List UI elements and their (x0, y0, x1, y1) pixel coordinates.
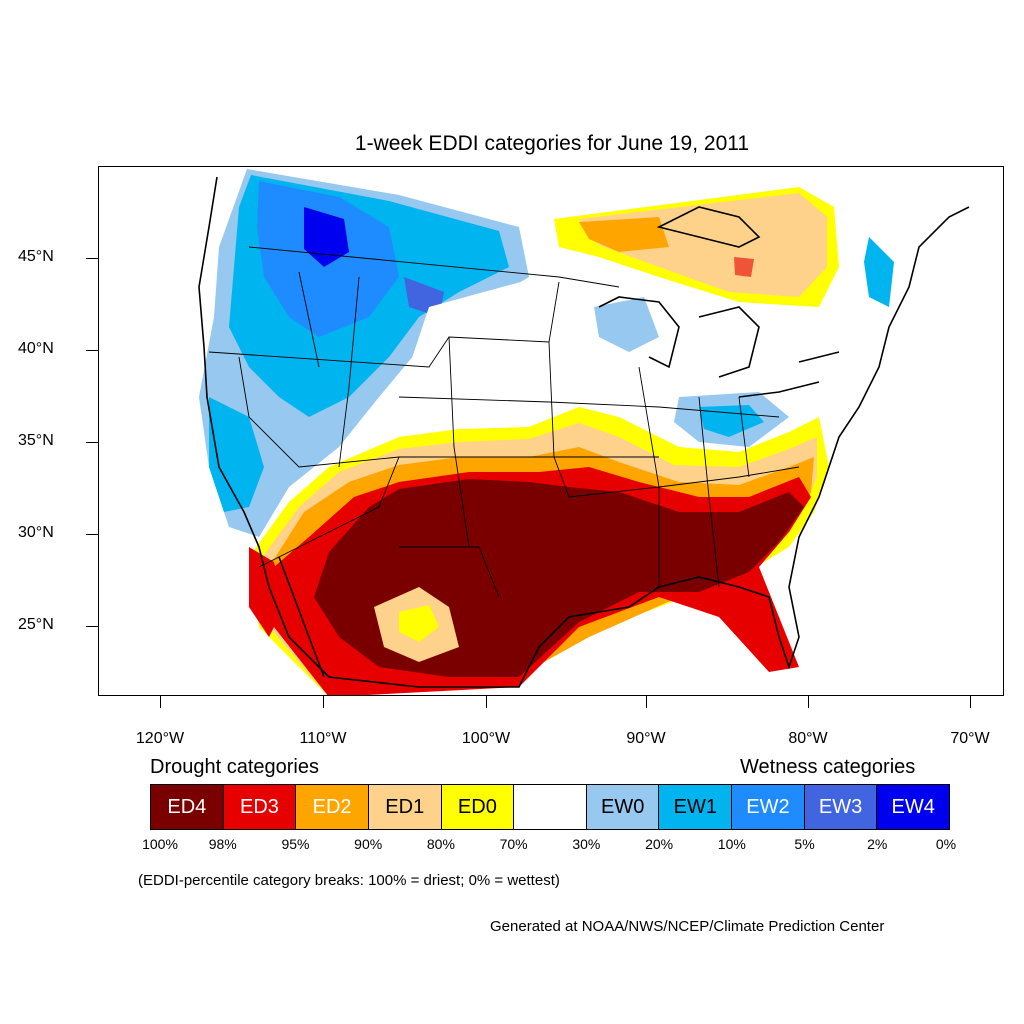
lat-tick-mark (86, 442, 98, 443)
region-dry-canada-ed2 (579, 217, 669, 252)
lon-tick-label: 70°W (950, 730, 990, 747)
lat-tick-mark (86, 258, 98, 259)
legend-swatch: ED4 (151, 785, 224, 829)
map-title: 1-week EDDI categories for June 19, 2011 (354, 132, 750, 155)
legend-colorbar: ED4 ED3 ED2 ED1 ED0 EW0 EW1 EW2 EW3 EW4 (150, 784, 950, 830)
lon-tick-label: 80°W (788, 730, 828, 747)
region-wet-new-england (864, 237, 894, 307)
lon-tick-label: 110°W (299, 730, 347, 747)
legend-swatch: ED2 (296, 785, 369, 829)
lon-tick-mark (160, 696, 161, 708)
lat-tick-mark (86, 626, 98, 627)
region-wet-great-lakes (594, 297, 659, 352)
legend-break-label: 10% (717, 836, 746, 852)
lon-tick-label: 90°W (626, 730, 666, 747)
lon-tick-mark (808, 696, 809, 708)
region-dry-canada-ed3 (734, 257, 754, 277)
wetness-heading: Wetness categories (740, 756, 916, 778)
region-wet-california (209, 397, 264, 512)
legend-swatch: EW4 (877, 785, 950, 829)
legend-swatch: ED1 (368, 785, 442, 829)
legend-swatch: EW3 (804, 785, 878, 829)
legend-break-label: 90% (354, 836, 383, 852)
lat-tick-label: 35°N (18, 432, 54, 449)
lat-tick-label: 30°N (18, 524, 54, 541)
legend-swatch: ED0 (441, 785, 515, 829)
credit-line: Generated at NOAA/NWS/NCEP/Climate Predi… (490, 918, 885, 935)
eddi-map (98, 166, 1004, 696)
legend-break-label: 5% (794, 836, 815, 852)
lat-tick-mark (86, 534, 98, 535)
legend-break-label: 98% (208, 836, 237, 852)
lon-tick-mark (646, 696, 647, 708)
coastlines (198, 176, 970, 688)
lon-tick-label: 100°W (461, 730, 511, 747)
state-borders (208, 246, 800, 598)
lon-tick-label: 120°W (135, 730, 185, 747)
legend-swatch: EW0 (586, 785, 660, 829)
legend-swatch: EW1 (659, 785, 733, 829)
lon-tick-mark (970, 696, 971, 708)
legend-swatch (514, 785, 587, 829)
legend-break-label: 95% (281, 836, 310, 852)
map-canvas (198, 169, 970, 695)
lat-tick-label: 25°N (18, 616, 54, 633)
drought-heading: Drought categories (150, 756, 319, 778)
lat-tick-label: 40°N (18, 340, 54, 357)
lat-tick-label: 45°N (18, 248, 54, 265)
lon-tick-mark (486, 696, 487, 708)
region-wet-ohio-ew1 (699, 405, 764, 437)
region-wet-ew4-patch (304, 207, 349, 267)
category-note: (EDDI-percentile category breaks: 100% =… (138, 872, 560, 889)
legend-break-label: 0% (935, 836, 957, 852)
lon-tick-mark (323, 696, 324, 708)
lat-tick-mark (86, 350, 98, 351)
legend-break-label: 20% (645, 836, 674, 852)
legend-break-label: 80% (426, 836, 455, 852)
region-dry-baja (249, 547, 284, 637)
legend-break-label: 70% (499, 836, 528, 852)
legend-break-label: 100% (142, 836, 178, 852)
legend-swatch: EW2 (732, 785, 805, 829)
legend-break-label: 2% (867, 836, 888, 852)
legend-break-label: 30% (572, 836, 601, 852)
legend-swatch: ED3 (223, 785, 297, 829)
region-dry-mexico-ed0 (399, 605, 439, 642)
